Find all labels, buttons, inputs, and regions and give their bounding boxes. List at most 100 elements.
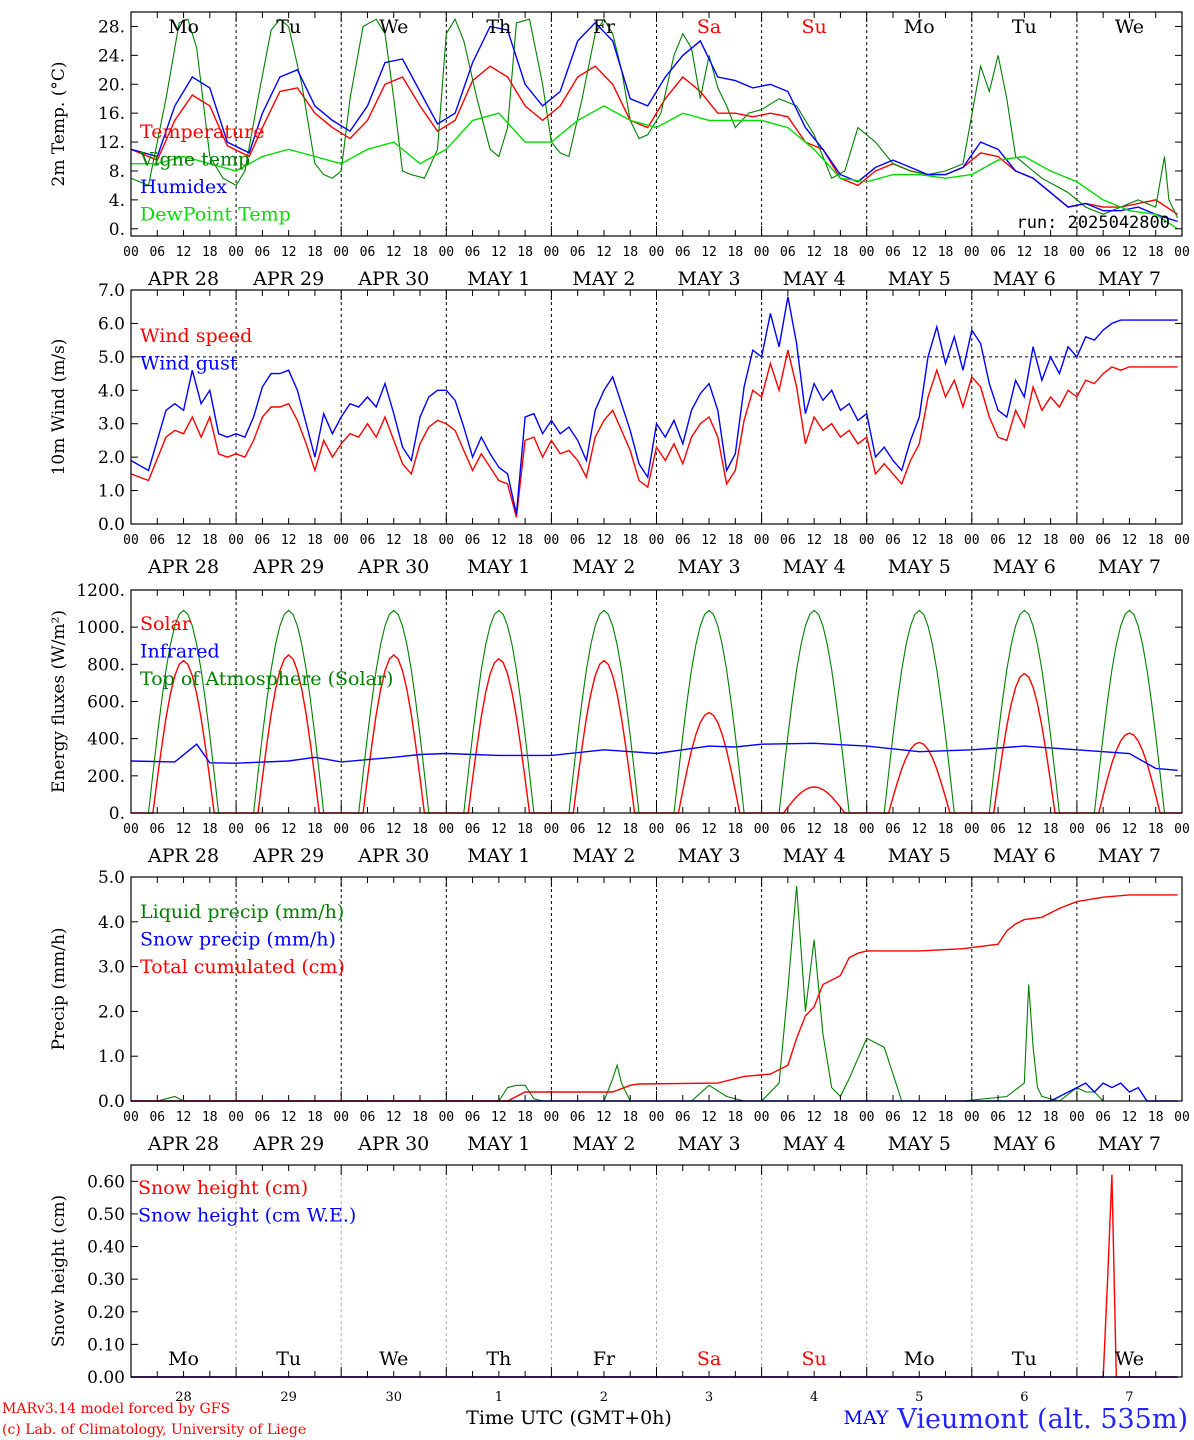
y-tick-label: 7.0 bbox=[98, 281, 125, 301]
hour-tick-label: 12 bbox=[1122, 822, 1138, 837]
plot-frame bbox=[130, 11, 1183, 237]
hour-tick-label: 06 bbox=[990, 822, 1006, 837]
hour-tick-label: 06 bbox=[675, 822, 691, 837]
hour-tick-label: 06 bbox=[675, 1110, 691, 1125]
series-line-infrared bbox=[130, 742, 1178, 771]
weekday-label: We bbox=[379, 1348, 408, 1370]
y-tick-label: 6.0 bbox=[98, 314, 125, 334]
y-tick-label: 16. bbox=[98, 104, 125, 124]
hour-tick-label: 00 bbox=[123, 1110, 139, 1125]
hour-tick-label: 00 bbox=[228, 245, 244, 260]
weekday-label: Sa bbox=[697, 16, 721, 38]
hour-tick-label: 00 bbox=[544, 245, 560, 260]
hour-tick-label: 00 bbox=[333, 822, 349, 837]
chart-panel-3: 0. 200. 400. 600. 800. 1000. 1200. Energy fluxe… bbox=[49, 581, 1190, 867]
y-tick-label: 0.0 bbox=[98, 1092, 125, 1112]
hour-tick-label: 12 bbox=[1122, 533, 1138, 548]
y-tick-label: 0.20 bbox=[87, 1303, 125, 1323]
y-tick-label: 1200. bbox=[76, 581, 125, 601]
legend-entry: Snow height (cm) bbox=[138, 1177, 308, 1199]
series-line-humidex bbox=[130, 21, 1178, 223]
weekday-label: Th bbox=[486, 1348, 511, 1370]
hour-tick-label: 12 bbox=[386, 533, 402, 548]
legend-entry: Wind speed bbox=[140, 325, 252, 347]
legend-entry: Top of Atmosphere (Solar) bbox=[140, 668, 393, 690]
hour-tick-label: 12 bbox=[176, 1110, 192, 1125]
y-axis-label: Snow height (cm) bbox=[49, 1195, 69, 1347]
hour-tick-label: 12 bbox=[911, 822, 927, 837]
hour-tick-label: 06 bbox=[780, 533, 796, 548]
series-line-wind-gust bbox=[130, 296, 1178, 515]
hour-tick-label: 06 bbox=[149, 245, 165, 260]
hour-tick-label: 12 bbox=[596, 1110, 612, 1125]
hour-tick-label: 00 bbox=[1069, 822, 1085, 837]
hour-tick-label: 00 bbox=[754, 533, 770, 548]
date-label: MAY 4 bbox=[783, 268, 846, 290]
date-label: APR 30 bbox=[357, 845, 429, 867]
legend-entry: Temperature bbox=[140, 121, 264, 143]
y-tick-label: 0. bbox=[109, 220, 125, 240]
month-label: MAY bbox=[844, 1407, 889, 1429]
legend-entry: Vigne temp bbox=[139, 149, 250, 171]
hour-tick-label: 06 bbox=[255, 245, 271, 260]
hour-tick-label: 06 bbox=[1095, 245, 1111, 260]
y-axis-label: 10m Wind (m/s) bbox=[49, 339, 69, 476]
lab-credit-line: (c) Lab. of Climatology, University of L… bbox=[2, 1422, 306, 1438]
hour-tick-label: 12 bbox=[806, 1110, 822, 1125]
hour-tick-label: 12 bbox=[806, 533, 822, 548]
y-tick-label: 1.0 bbox=[98, 482, 125, 502]
series-line-total-cumulated-cm- bbox=[131, 894, 1178, 1102]
date-label: MAY 2 bbox=[572, 268, 635, 290]
hour-tick-label: 00 bbox=[754, 1110, 770, 1125]
y-tick-label: 24. bbox=[98, 46, 125, 66]
y-tick-label: 20. bbox=[98, 75, 125, 95]
hour-tick-label: 12 bbox=[1017, 533, 1033, 548]
y-tick-label: 4.0 bbox=[98, 381, 125, 401]
weekday-label: Mo bbox=[168, 1348, 199, 1370]
hour-tick-label: 18 bbox=[202, 1110, 218, 1125]
y-tick-label: 0.60 bbox=[87, 1172, 125, 1192]
hour-tick-label: 00 bbox=[1069, 245, 1085, 260]
weekday-label: Tu bbox=[1012, 1348, 1037, 1370]
hour-tick-label: 18 bbox=[307, 1110, 323, 1125]
chart-panel-5: 0.00 0.10 0.20 0.30 0.40 0.50 0.60 Snow height … bbox=[49, 1164, 1183, 1405]
y-tick-label: 0.0 bbox=[98, 515, 125, 535]
hour-tick-label: 06 bbox=[780, 245, 796, 260]
day-of-month-label: 3 bbox=[705, 1390, 713, 1405]
hour-tick-label: 18 bbox=[833, 533, 849, 548]
hour-tick-label: 18 bbox=[412, 822, 428, 837]
hour-tick-label: 12 bbox=[911, 533, 927, 548]
hour-tick-label: 06 bbox=[780, 822, 796, 837]
y-tick-label: 4.0 bbox=[98, 913, 125, 933]
hour-tick-label: 18 bbox=[1043, 533, 1059, 548]
hour-tick-label: 12 bbox=[281, 245, 297, 260]
y-tick-label: 3.0 bbox=[98, 415, 125, 435]
weekday-label: Su bbox=[802, 16, 827, 38]
weekday-label: Tu bbox=[276, 1348, 301, 1370]
date-label: MAY 6 bbox=[993, 556, 1056, 578]
hour-tick-label: 12 bbox=[911, 245, 927, 260]
hour-tick-label: 06 bbox=[360, 822, 376, 837]
hour-tick-label: 18 bbox=[833, 1110, 849, 1125]
hour-tick-label: 00 bbox=[1069, 533, 1085, 548]
hour-tick-label: 00 bbox=[123, 822, 139, 837]
y-tick-label: 12. bbox=[98, 133, 125, 153]
hour-tick-label: 18 bbox=[1148, 1110, 1164, 1125]
date-label: MAY 5 bbox=[888, 268, 951, 290]
legend-entry: Snow precip (mm/h) bbox=[140, 929, 336, 951]
hour-tick-label: 12 bbox=[176, 822, 192, 837]
hour-tick-label: 12 bbox=[491, 822, 507, 837]
weekday-label: We bbox=[379, 16, 408, 38]
y-axis-label: Energy fluxes (W/m²) bbox=[49, 610, 69, 793]
hour-tick-label: 06 bbox=[360, 533, 376, 548]
y-tick-label: 5.0 bbox=[98, 868, 125, 888]
hour-tick-label: 18 bbox=[727, 245, 743, 260]
hour-tick-label: 00 bbox=[859, 533, 875, 548]
hour-tick-label: 18 bbox=[1043, 1110, 1059, 1125]
hour-tick-label: 12 bbox=[491, 1110, 507, 1125]
hour-tick-label: 18 bbox=[307, 245, 323, 260]
hour-tick-label: 06 bbox=[1095, 533, 1111, 548]
hour-tick-label: 00 bbox=[754, 822, 770, 837]
series-line-snow-precip-mm-h- bbox=[131, 1082, 1178, 1102]
hour-tick-label: 18 bbox=[938, 245, 954, 260]
